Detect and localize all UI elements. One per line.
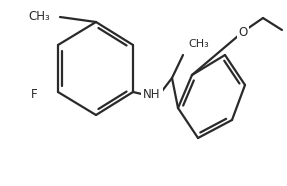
Text: CH₃: CH₃ bbox=[188, 39, 209, 49]
Text: NH: NH bbox=[143, 89, 161, 102]
Text: F: F bbox=[31, 89, 38, 102]
Text: O: O bbox=[238, 25, 248, 39]
Text: CH₃: CH₃ bbox=[28, 9, 50, 23]
